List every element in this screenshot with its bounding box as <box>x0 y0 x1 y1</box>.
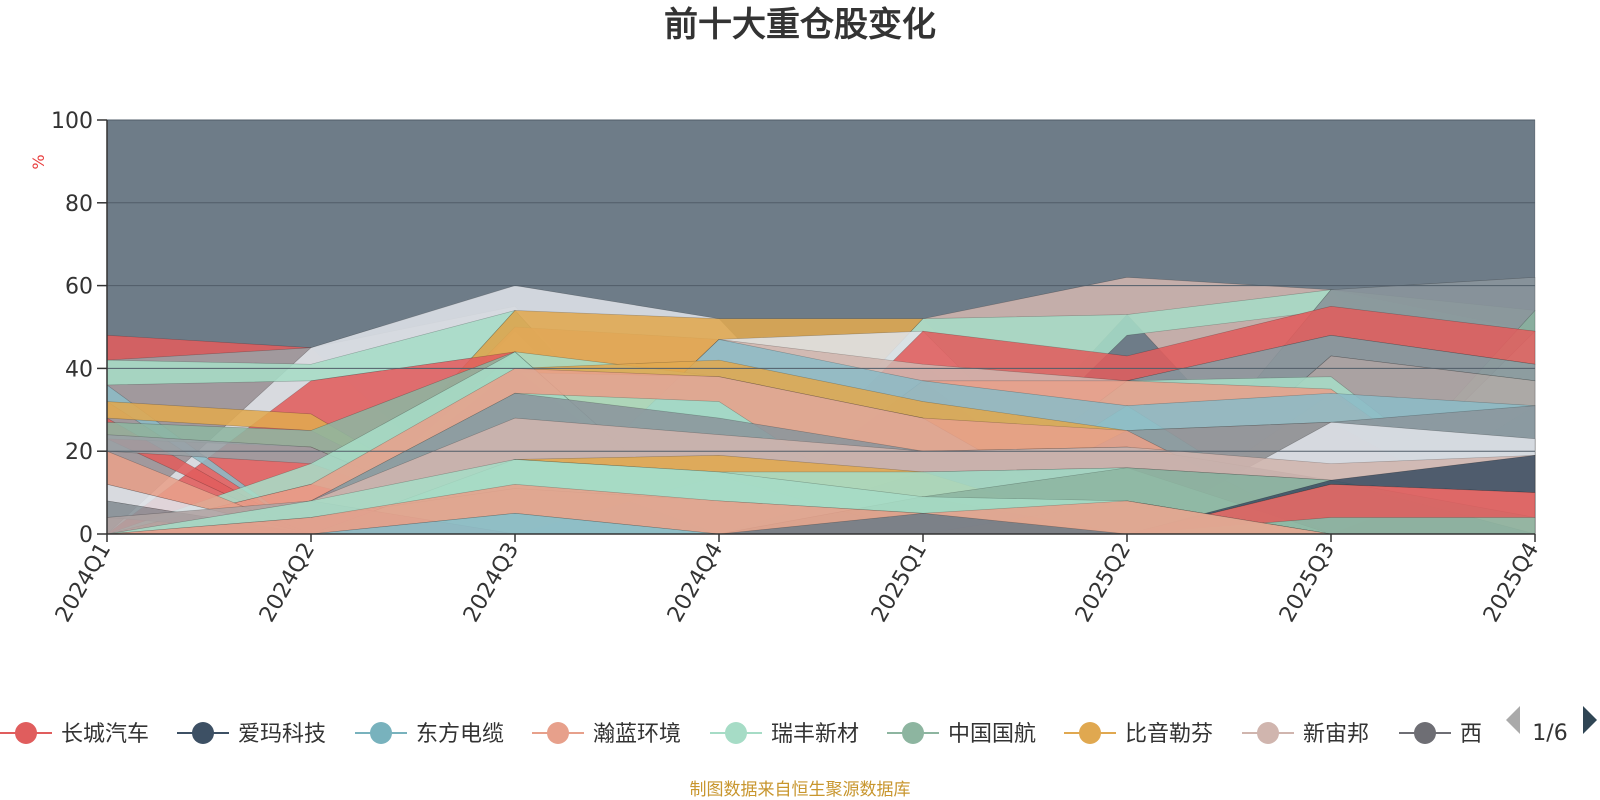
legend-marker-icon <box>1414 722 1436 744</box>
legend-item[interactable]: 瑞丰新材 <box>710 722 859 747</box>
x-tick-label: 2025Q3 <box>1275 539 1340 627</box>
legend: 长城汽车 爱玛科技 东方电缆 瀚蓝环境 瑞丰新材 中国国航 比音勒芬 新宙邦 西 <box>0 722 1482 747</box>
legend-item[interactable]: 爱玛科技 <box>177 722 326 747</box>
y-tick-label: 0 <box>79 523 93 548</box>
x-tick-label: 2025Q4 <box>1479 539 1544 627</box>
legend-label: 西 <box>1460 722 1482 747</box>
legend-marker-icon <box>370 722 392 744</box>
legend-marker-icon <box>725 722 747 744</box>
x-tick-label: 2024Q3 <box>459 539 524 627</box>
legend-marker-icon <box>547 722 569 744</box>
y-tick-label: 60 <box>65 275 93 300</box>
legend-item[interactable]: 瀚蓝环境 <box>532 722 681 747</box>
legend-marker-icon <box>902 722 924 744</box>
y-tick-label: 20 <box>65 440 93 465</box>
legend-item[interactable]: 比音勒芬 <box>1064 722 1213 747</box>
legend-next-page-icon[interactable] <box>1583 706 1597 734</box>
y-tick-label: 40 <box>65 357 93 382</box>
x-tick-label: 2025Q1 <box>867 539 932 627</box>
legend-label: 中国国航 <box>948 722 1036 747</box>
y-axis-unit: % <box>29 154 48 169</box>
grid-lines <box>107 119 1535 452</box>
y-tick-label: 100 <box>51 109 93 134</box>
x-tick-label: 2024Q2 <box>255 539 320 627</box>
legend-item[interactable]: 东方电缆 <box>355 722 504 747</box>
data-source-note: 制图数据来自恒生聚源数据库 <box>690 780 911 800</box>
legend-marker-icon <box>1079 722 1101 744</box>
legend-marker-icon <box>15 722 37 744</box>
x-tick-label: 2025Q2 <box>1071 539 1136 627</box>
legend-label: 长城汽车 <box>61 722 149 747</box>
legend-label: 东方电缆 <box>416 722 504 747</box>
legend-label: 比音勒芬 <box>1125 722 1213 747</box>
legend-prev-page-icon[interactable] <box>1506 706 1520 734</box>
y-tick-label: 80 <box>65 192 93 217</box>
legend-label: 新宙邦 <box>1303 722 1369 747</box>
legend-item[interactable]: 西 <box>1399 722 1482 747</box>
x-tick-label: 2024Q1 <box>51 539 116 627</box>
legend-item[interactable]: 新宙邦 <box>1242 722 1369 747</box>
legend-marker-icon <box>192 722 214 744</box>
legend-item[interactable]: 中国国航 <box>887 722 1036 747</box>
legend-label: 瀚蓝环境 <box>593 722 681 747</box>
x-tick-label: 2024Q4 <box>663 539 728 627</box>
legend-pager: 1/6 <box>1506 706 1597 746</box>
chart-title: 前十大重仓股变化 <box>664 5 936 45</box>
legend-label: 瑞丰新材 <box>771 722 859 747</box>
legend-item[interactable]: 长城汽车 <box>0 722 149 747</box>
legend-page-indicator: 1/6 <box>1532 721 1567 746</box>
plot-areas <box>106 119 1536 535</box>
legend-label: 爱玛科技 <box>238 722 326 747</box>
legend-marker-icon <box>1257 722 1279 744</box>
